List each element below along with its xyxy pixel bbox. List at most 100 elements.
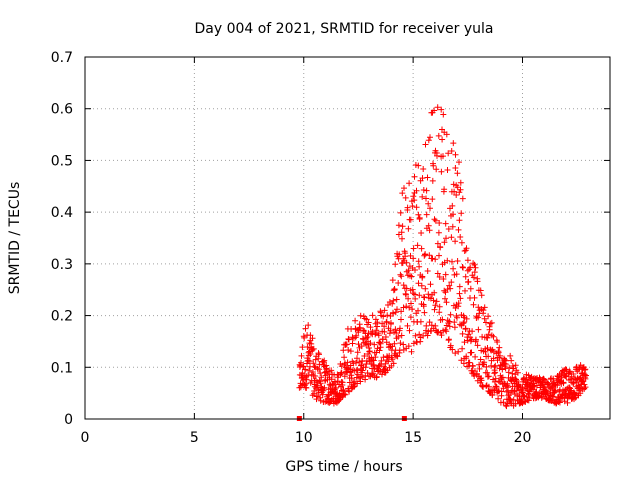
data-point bbox=[582, 375, 589, 382]
data-point bbox=[419, 273, 426, 280]
data-point bbox=[318, 374, 325, 381]
data-point bbox=[373, 349, 380, 356]
data-point bbox=[435, 229, 442, 236]
data-point bbox=[423, 195, 429, 202]
data-point bbox=[508, 377, 515, 384]
data-point bbox=[386, 330, 393, 337]
x-axis-label: GPS time / hours bbox=[285, 459, 402, 475]
data-point bbox=[566, 384, 573, 391]
data-point bbox=[303, 384, 310, 391]
data-point bbox=[398, 332, 405, 339]
data-point bbox=[354, 380, 361, 387]
data-point bbox=[339, 379, 346, 386]
data-point bbox=[444, 257, 451, 264]
data-point bbox=[409, 286, 416, 293]
data-point bbox=[315, 355, 322, 362]
data-point bbox=[514, 369, 521, 376]
data-point bbox=[484, 369, 491, 376]
data-point bbox=[317, 397, 324, 404]
data-point bbox=[443, 235, 449, 242]
data-point bbox=[426, 319, 433, 326]
x-tick-label: 15 bbox=[404, 430, 422, 446]
data-point bbox=[392, 309, 399, 316]
data-point bbox=[420, 187, 427, 193]
data-point bbox=[481, 315, 488, 322]
data-point bbox=[395, 280, 402, 286]
data-point bbox=[362, 364, 369, 371]
data-point bbox=[377, 344, 384, 351]
data-point bbox=[409, 203, 416, 210]
data-point bbox=[570, 371, 577, 377]
data-point bbox=[488, 319, 495, 326]
data-point bbox=[372, 331, 379, 338]
data-point bbox=[577, 362, 584, 369]
data-point bbox=[429, 177, 436, 184]
data-point bbox=[448, 148, 455, 154]
data-point bbox=[355, 329, 362, 336]
data-point bbox=[418, 282, 425, 289]
data-point bbox=[365, 319, 372, 326]
data-point bbox=[424, 268, 431, 274]
data-point bbox=[422, 251, 429, 258]
data-point bbox=[425, 222, 432, 229]
data-point bbox=[452, 238, 459, 245]
data-point bbox=[407, 216, 414, 223]
data-point bbox=[428, 322, 435, 329]
data-point bbox=[354, 349, 361, 356]
data-point bbox=[461, 339, 468, 346]
data-point bbox=[412, 332, 419, 339]
data-point bbox=[416, 331, 423, 338]
data-point bbox=[463, 245, 470, 252]
data-point bbox=[466, 359, 473, 366]
data-point bbox=[390, 287, 397, 294]
data-point bbox=[375, 332, 382, 339]
data-point bbox=[499, 374, 506, 381]
data-point bbox=[462, 287, 468, 294]
data-point bbox=[482, 348, 489, 355]
data-point bbox=[438, 168, 445, 175]
data-point bbox=[406, 180, 413, 187]
data-point bbox=[303, 376, 310, 383]
data-point bbox=[403, 291, 409, 298]
data-point bbox=[415, 258, 422, 265]
data-point bbox=[426, 252, 433, 259]
data-point bbox=[314, 393, 321, 400]
data-point bbox=[301, 334, 308, 341]
data-point bbox=[493, 384, 500, 390]
data-point bbox=[495, 395, 502, 402]
data-point bbox=[355, 341, 362, 348]
data-point bbox=[447, 311, 454, 318]
data-point bbox=[449, 346, 456, 353]
data-point bbox=[450, 140, 457, 147]
data-point bbox=[494, 339, 501, 345]
data-point bbox=[389, 277, 396, 284]
data-point bbox=[392, 261, 399, 268]
data-point bbox=[475, 304, 482, 311]
data-point bbox=[456, 290, 463, 297]
data-point bbox=[435, 132, 442, 139]
data-point bbox=[387, 327, 394, 334]
data-point bbox=[454, 170, 461, 177]
data-point bbox=[419, 175, 426, 182]
data-point bbox=[573, 379, 580, 386]
data-point bbox=[298, 359, 304, 366]
data-point bbox=[442, 326, 449, 333]
data-point bbox=[317, 380, 324, 387]
x-tick-labels: 0 5 10 15 20 bbox=[81, 430, 532, 446]
data-point bbox=[467, 285, 474, 292]
data-point bbox=[429, 196, 436, 203]
data-point bbox=[455, 226, 462, 233]
data-point bbox=[341, 354, 348, 361]
data-point bbox=[357, 325, 364, 332]
data-point bbox=[352, 317, 359, 324]
data-point bbox=[459, 330, 466, 337]
data-point bbox=[416, 263, 423, 270]
y-tick-label: 0.6 bbox=[51, 102, 73, 118]
data-point bbox=[508, 357, 515, 364]
data-point bbox=[328, 367, 335, 374]
data-point bbox=[471, 269, 478, 276]
data-point bbox=[433, 166, 440, 173]
data-point bbox=[341, 373, 348, 380]
data-point bbox=[382, 334, 389, 340]
data-point bbox=[360, 327, 367, 334]
